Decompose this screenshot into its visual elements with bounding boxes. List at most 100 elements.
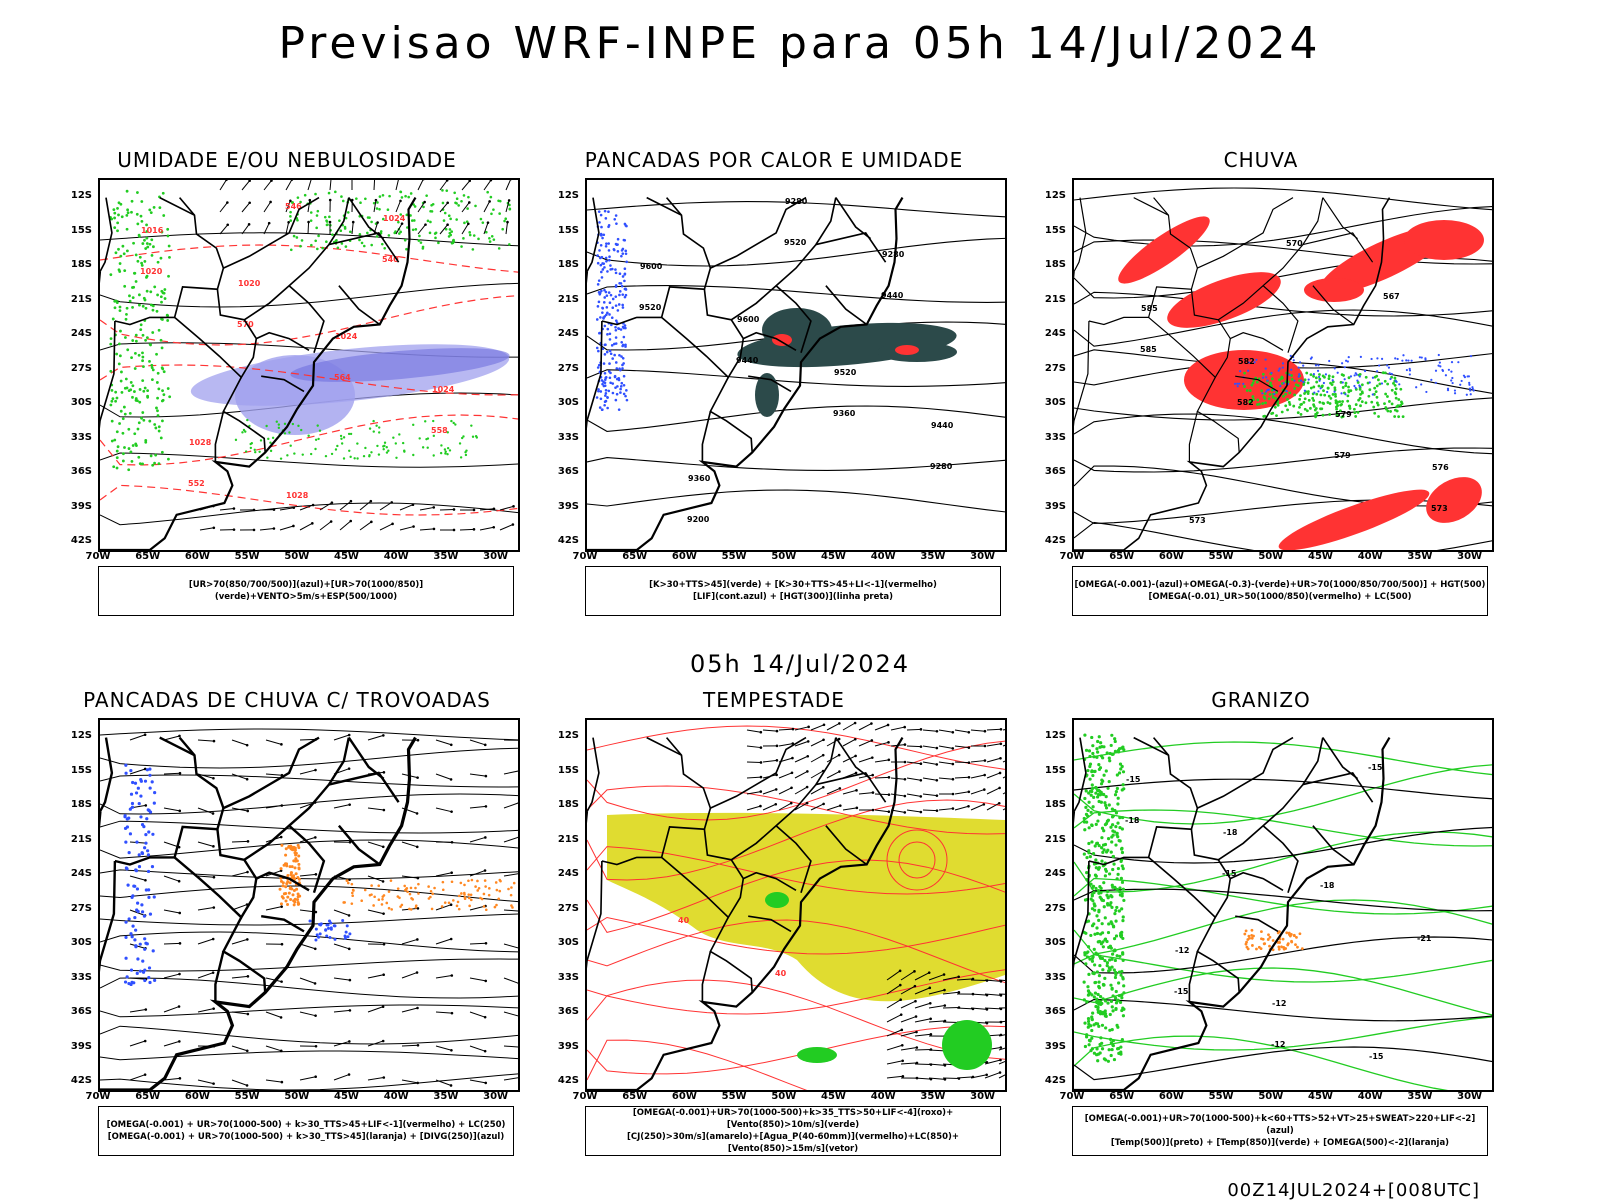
- y-tick-label: 42S: [52, 535, 92, 546]
- y-tick-label: 18S: [1026, 799, 1066, 810]
- panel-title: PANCADAS POR CALOR E UMIDADE: [539, 148, 1009, 172]
- panel-title: CHUVA: [1026, 148, 1496, 172]
- y-tick-label: 33S: [52, 972, 92, 983]
- x-tick-label: 30W: [1450, 551, 1490, 562]
- map-canvas: 9600960095209440936092809280952094409360…: [587, 180, 1005, 550]
- x-tick-label: 35W: [913, 1091, 953, 1102]
- y-tick-label: 24S: [52, 328, 92, 339]
- y-tick-label: 21S: [1026, 294, 1066, 305]
- y-tick-label: 27S: [539, 363, 579, 374]
- contour-label: 1020: [238, 279, 261, 288]
- contour-label: 558: [431, 426, 448, 435]
- legend-line: [OMEGA(-0.001)+UR>70(1000-500)+k<60+TTS>…: [1073, 1113, 1487, 1137]
- y-tick-label: 30S: [1026, 937, 1066, 948]
- contour-label: 9440: [931, 421, 954, 430]
- contour-label: -15: [1368, 763, 1383, 772]
- contour-label: 9200: [687, 515, 710, 524]
- panel-2: PANCADAS POR CALOR E UMIDADE 9600 9600 9520…: [539, 148, 1009, 628]
- y-tick-label: 12S: [52, 190, 92, 201]
- legend-line: [OMEGA(-0.001)+UR>70(1000-500)+k>35_TTS>…: [586, 1107, 1000, 1131]
- x-tick-label: 35W: [426, 1091, 466, 1102]
- y-tick-label: 24S: [1026, 328, 1066, 339]
- panel-title: GRANIZO: [1026, 688, 1496, 712]
- y-tick-label: 27S: [1026, 903, 1066, 914]
- y-tick-label: 33S: [52, 432, 92, 443]
- legend-line: [OMEGA(-0.001) + UR>70(1000-500) + k>30_…: [108, 1131, 504, 1143]
- contour-label: 579: [1334, 451, 1351, 460]
- contour-label: 9600: [737, 315, 760, 324]
- x-tick-label: 40W: [1350, 551, 1390, 562]
- x-tick-label: 45W: [1301, 551, 1341, 562]
- x-tick-label: 70W: [565, 551, 605, 562]
- panel-legend: [OMEGA(-0.001)+UR>70(1000-500)+k<60+TTS>…: [1072, 1106, 1488, 1156]
- legend-line: [OMEGA(-0.001) + UR>70(1000-500) + k>30_…: [107, 1119, 506, 1131]
- y-tick-label: 27S: [52, 903, 92, 914]
- y-tick-label: 18S: [1026, 259, 1066, 270]
- x-tick-label: 35W: [426, 551, 466, 562]
- map-plot: -12-12-15-15-18-18-21-15-12-15-18-15: [1072, 718, 1494, 1092]
- contour-label: 1016: [141, 226, 164, 235]
- contour-label: 9520: [834, 368, 857, 377]
- y-tick-label: 15S: [539, 765, 579, 776]
- x-tick-label: 55W: [227, 551, 267, 562]
- x-tick-label: 70W: [565, 1091, 605, 1102]
- y-tick-label: 15S: [52, 225, 92, 236]
- legend-line: [UR>70(850/700/500)](azul)+[UR>70(1000/8…: [99, 579, 513, 603]
- x-tick-label: 35W: [913, 551, 953, 562]
- y-tick-label: 27S: [52, 363, 92, 374]
- y-tick-label: 24S: [539, 328, 579, 339]
- x-tick-label: 60W: [1151, 551, 1191, 562]
- y-tick-label: 30S: [52, 937, 92, 948]
- panel-legend: [K>30+TTS>45](verde) + [K>30+TTS>45+LI<-…: [585, 566, 1001, 616]
- contour-label: 567: [1383, 292, 1400, 301]
- x-tick-label: 40W: [1350, 1091, 1390, 1102]
- contour-label: 9600: [640, 262, 663, 271]
- panel-legend: [UR>70(850/700/500)](azul)+[UR>70(1000/8…: [98, 566, 514, 616]
- contour-label: -12: [1175, 946, 1189, 955]
- y-tick-label: 21S: [52, 294, 92, 305]
- y-tick-label: 30S: [539, 397, 579, 408]
- y-tick-label: 27S: [539, 903, 579, 914]
- x-tick-label: 65W: [1102, 551, 1142, 562]
- map-canvas: -12-12-15-15-18-18-21-15-12-15-18-15: [1074, 720, 1492, 1090]
- x-tick-label: 55W: [714, 551, 754, 562]
- contour-label: 9360: [688, 474, 711, 483]
- panel-title: TEMPESTADE: [539, 688, 1009, 712]
- x-tick-label: 65W: [615, 551, 655, 562]
- y-tick-label: 36S: [52, 466, 92, 477]
- map-plot: [98, 718, 520, 1092]
- legend-line: [CJ(250)>30m/s](amarelo)+[Agua_P(40-60mm…: [586, 1131, 1000, 1155]
- y-tick-label: 27S: [1026, 363, 1066, 374]
- x-tick-label: 60W: [664, 551, 704, 562]
- y-tick-label: 12S: [52, 730, 92, 741]
- x-tick-label: 50W: [277, 551, 317, 562]
- y-tick-label: 42S: [539, 1075, 579, 1086]
- x-tick-label: 45W: [327, 1091, 367, 1102]
- contour-label: 1024: [432, 385, 455, 394]
- contour-label: 9360: [833, 409, 856, 418]
- y-tick-label: 21S: [539, 294, 579, 305]
- x-tick-label: 30W: [476, 1091, 516, 1102]
- x-tick-label: 50W: [764, 551, 804, 562]
- x-tick-label: 40W: [863, 551, 903, 562]
- y-tick-label: 24S: [52, 868, 92, 879]
- y-tick-label: 33S: [539, 432, 579, 443]
- y-tick-label: 36S: [1026, 1006, 1066, 1017]
- contour-label: 564: [334, 373, 351, 382]
- legend-line: [K>30+TTS>45](verde) + [K>30+TTS>45+LI<-…: [649, 579, 937, 591]
- y-tick-label: 39S: [539, 501, 579, 512]
- contour-label: -12: [1272, 999, 1286, 1008]
- y-tick-label: 30S: [52, 397, 92, 408]
- y-tick-label: 42S: [539, 535, 579, 546]
- contour-label: 1024: [383, 214, 406, 223]
- y-tick-label: 36S: [1026, 466, 1066, 477]
- y-tick-label: 30S: [539, 937, 579, 948]
- contour-label: 582: [1238, 357, 1255, 366]
